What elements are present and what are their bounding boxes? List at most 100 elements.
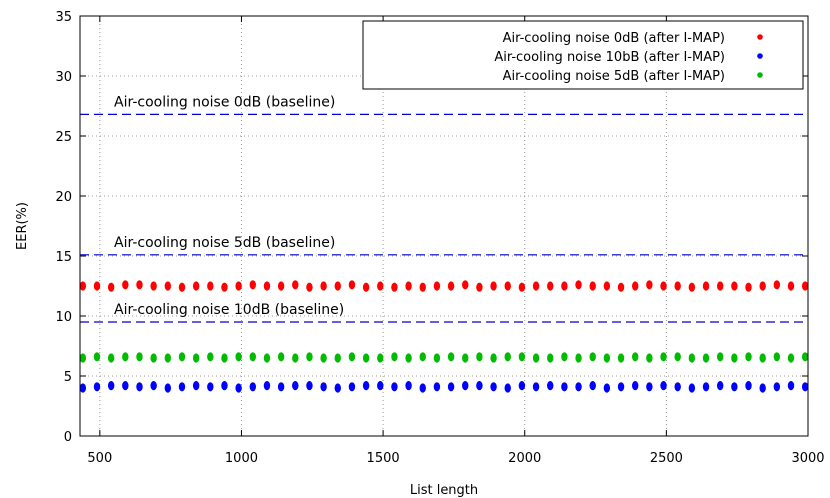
data-point (263, 353, 271, 363)
legend-entry-marker (757, 53, 763, 59)
data-point (561, 281, 568, 291)
data-point (490, 353, 497, 363)
data-point (787, 281, 795, 291)
data-point (122, 381, 129, 391)
data-point (150, 381, 157, 391)
data-point (447, 352, 455, 362)
y-tick-label: 15 (55, 250, 72, 265)
data-point (490, 281, 497, 291)
data-point (702, 353, 710, 363)
data-point (377, 281, 384, 291)
data-point (164, 383, 172, 393)
x-tick-label: 1000 (225, 451, 258, 466)
data-point (362, 353, 370, 363)
data-point (136, 382, 143, 392)
data-point (646, 353, 653, 363)
data-point (561, 382, 568, 392)
data-point (178, 382, 186, 392)
data-point (632, 281, 639, 291)
baseline-label: Air-cooling noise 10dB (baseline) (114, 302, 344, 318)
data-point (731, 281, 738, 291)
data-point (433, 281, 441, 291)
data-point (773, 352, 781, 362)
data-point (207, 352, 214, 362)
data-point (362, 282, 370, 292)
data-point (462, 280, 469, 290)
data-point (405, 353, 412, 363)
data-point (391, 352, 398, 362)
data-point (702, 281, 710, 291)
baseline-label: Air-cooling noise 5dB (baseline) (114, 235, 335, 251)
data-point (93, 382, 101, 392)
data-point (221, 282, 228, 292)
data-point (405, 381, 412, 391)
data-point (419, 282, 426, 292)
data-point (589, 281, 596, 291)
data-point (632, 381, 639, 391)
data-point (207, 281, 214, 291)
data-point (603, 383, 611, 393)
data-point (745, 282, 752, 292)
legend-entry-label: Air-cooling noise 0dB (after I-MAP) (503, 31, 725, 46)
data-point (490, 382, 497, 392)
data-point (561, 352, 568, 362)
data-point (716, 381, 724, 391)
data-point (136, 352, 143, 362)
data-point (716, 281, 724, 291)
data-point (79, 281, 87, 291)
data-point (476, 352, 483, 362)
data-point (547, 281, 554, 291)
data-point (235, 281, 242, 291)
data-point (348, 382, 356, 392)
x-tick-label: 1500 (367, 451, 400, 466)
data-point (476, 282, 483, 292)
data-points (79, 280, 809, 393)
data-point (801, 281, 809, 291)
data-point (136, 280, 143, 290)
y-tick-label: 20 (55, 190, 72, 205)
data-point (532, 382, 540, 392)
data-point (292, 280, 299, 290)
data-point (660, 352, 667, 362)
data-point (79, 353, 87, 363)
data-point (192, 381, 200, 391)
data-point (249, 382, 256, 392)
baseline-lines: Air-cooling noise 0dB (baseline) Air-cool… (80, 94, 808, 323)
data-point (731, 353, 738, 363)
data-point (787, 381, 795, 391)
data-point (306, 282, 313, 292)
data-point (150, 281, 157, 291)
data-point (674, 382, 681, 392)
data-point (575, 353, 582, 363)
data-point (660, 381, 667, 391)
data-point (433, 353, 441, 363)
data-point (419, 383, 426, 393)
y-tick-label: 0 (64, 430, 72, 445)
data-point (178, 282, 186, 292)
data-point (306, 352, 313, 362)
legend: Air-cooling noise 0dB (after I-MAP) Air-c… (362, 20, 804, 90)
legend-entry-label: Air-cooling noise 10bB (after I-MAP) (494, 50, 725, 65)
data-point (292, 353, 299, 363)
data-point (547, 381, 554, 391)
data-point (207, 382, 214, 392)
data-point (320, 281, 327, 291)
data-point (362, 381, 370, 391)
y-tick-label: 35 (55, 10, 72, 25)
data-point (688, 383, 696, 393)
x-tick-label: 2000 (508, 451, 541, 466)
data-point (419, 352, 426, 362)
data-point (801, 382, 809, 392)
data-point (93, 281, 101, 291)
data-point (249, 352, 256, 362)
data-point (292, 381, 299, 391)
data-point (263, 281, 271, 291)
data-point (150, 353, 157, 363)
data-point (462, 353, 469, 363)
data-point (107, 282, 115, 292)
data-point (192, 281, 200, 291)
data-point (674, 352, 681, 362)
data-point (462, 381, 469, 391)
x-tick-label: 500 (87, 451, 112, 466)
data-point (660, 281, 667, 291)
